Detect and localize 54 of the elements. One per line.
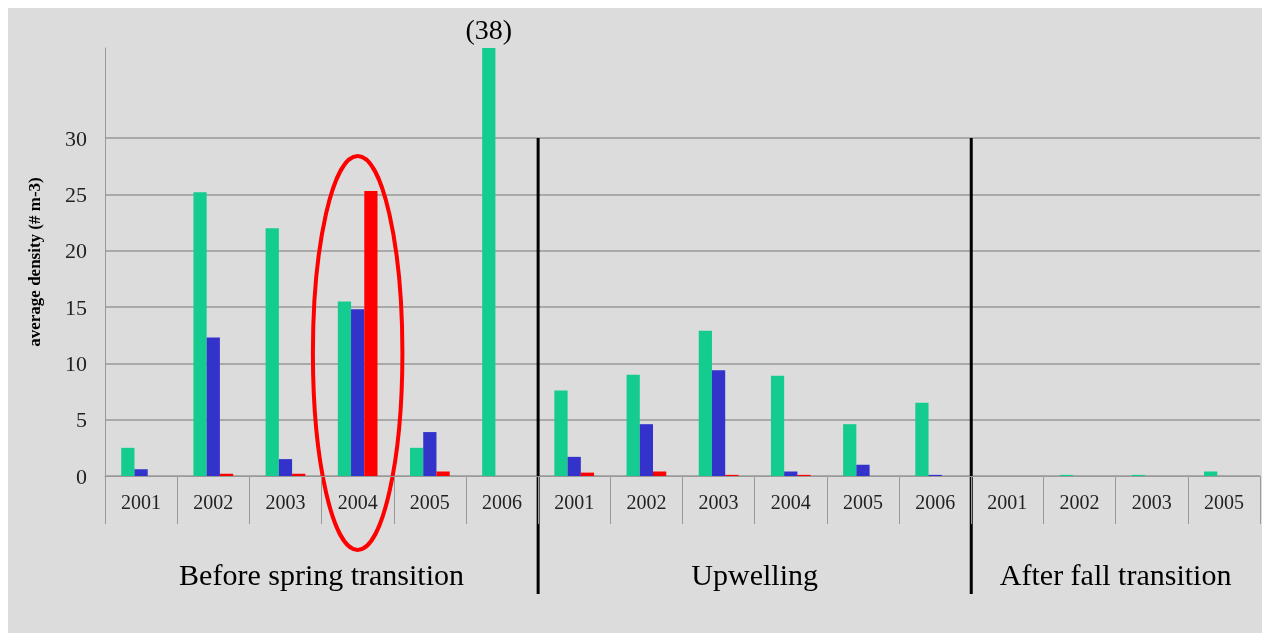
y-tick-label: 20 xyxy=(65,238,87,264)
x-tick-label: 2006 xyxy=(482,491,523,513)
x-tick-label: 2004 xyxy=(770,491,811,513)
bar xyxy=(193,192,207,476)
bar xyxy=(770,375,785,476)
y-tick-label: 5 xyxy=(76,407,87,433)
bar xyxy=(364,191,378,476)
bar xyxy=(567,456,581,476)
y-tick-label: 15 xyxy=(65,294,87,320)
x-tick-label: 2001 xyxy=(987,491,1028,513)
y-axis-title: average density (# m-3) xyxy=(25,177,44,347)
bar xyxy=(409,447,424,476)
bar xyxy=(1204,471,1218,476)
y-tick-label: 25 xyxy=(65,181,87,207)
bar xyxy=(134,469,148,476)
x-tick-label: 2002 xyxy=(626,491,667,513)
bar xyxy=(351,309,365,476)
bar xyxy=(784,471,798,476)
x-tick-label: 2001 xyxy=(554,491,595,513)
y-tick-label: 30 xyxy=(65,125,87,151)
x-tick-label: 2001 xyxy=(121,491,162,513)
text: Before spring transition xyxy=(179,557,465,591)
bar xyxy=(856,464,870,476)
bar xyxy=(915,402,929,476)
bar xyxy=(626,374,640,476)
x-tick-label: 2002 xyxy=(193,491,234,513)
bar xyxy=(653,471,667,476)
bar xyxy=(423,432,437,476)
x-tick-label: 2002 xyxy=(1059,491,1100,513)
bar xyxy=(337,301,352,476)
x-tick-label: 2005 xyxy=(409,491,450,513)
bar xyxy=(843,424,857,476)
x-tick-label: 2003 xyxy=(698,491,739,513)
bar xyxy=(554,390,568,476)
bar xyxy=(711,370,726,476)
text: Upwelling xyxy=(691,557,819,591)
x-tick-label: 2003 xyxy=(265,491,306,513)
x-tick-label: 2006 xyxy=(915,491,956,513)
data-label: (38) xyxy=(465,13,513,45)
bar xyxy=(206,337,220,476)
bar xyxy=(278,459,293,476)
bar xyxy=(121,447,135,476)
x-tick-label: 2005 xyxy=(1203,491,1244,513)
bar xyxy=(698,330,712,476)
x-tick-label: 2005 xyxy=(842,491,883,513)
x-tick-label: 2004 xyxy=(337,491,378,513)
text: After fall transition xyxy=(999,557,1232,591)
y-tick-label: 10 xyxy=(65,350,87,376)
bar xyxy=(482,48,496,476)
bar xyxy=(265,228,279,476)
bar xyxy=(436,471,450,476)
bar xyxy=(639,424,654,476)
x-tick-label: 2003 xyxy=(1131,491,1172,513)
y-tick-label: 0 xyxy=(76,463,87,489)
